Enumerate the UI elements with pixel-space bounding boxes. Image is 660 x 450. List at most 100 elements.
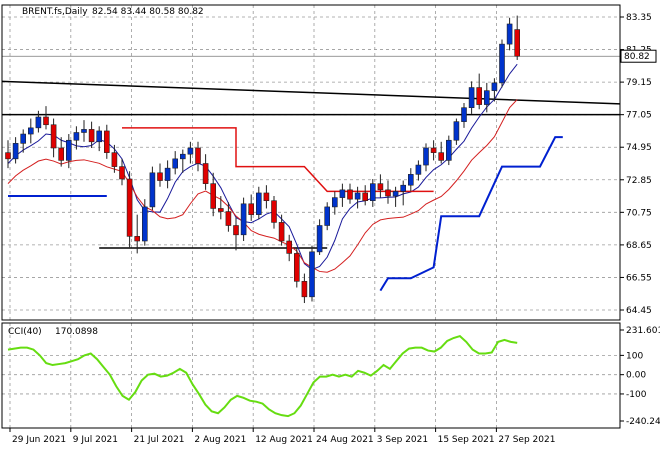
candle-body [430,147,437,153]
candle-body [286,240,293,254]
price-tick-label: 83.35 [626,13,652,23]
candle-body [5,152,11,160]
candle-body [66,139,72,161]
candle-body [43,116,49,126]
cci-label: CCI(40) [8,327,42,337]
candle-body [339,189,346,198]
candle-body [377,183,384,191]
cci-value: 170.0898 [55,327,98,337]
candles [5,15,521,304]
symbol-header: BRENT.fs,Daily [22,7,88,17]
candle-body [240,203,247,236]
candle-body [301,281,308,298]
candle-body [461,107,467,122]
candle-body [324,206,331,226]
candle-body [514,29,521,57]
cci-tick-label: 0.00 [626,371,646,381]
candle-body [142,206,148,242]
candle-body [400,184,407,192]
cci-tick-label: 231.601 [626,326,660,336]
candle-body [12,143,19,160]
candle-body [233,225,239,236]
candle-body [453,121,460,141]
candle-body [172,158,178,169]
date-tick-label: 15 Sep 2021 [438,435,495,445]
candle-body [248,203,254,215]
price-tick-label: 66.55 [626,273,652,283]
candle-body [331,197,338,208]
candle-body [50,124,57,149]
candle-body [180,153,186,160]
cci-line [7,334,518,418]
candle-body [35,116,42,129]
candle-body [491,82,498,91]
candle-body [263,192,270,202]
candle-body [218,208,224,212]
candle-body [392,191,399,197]
date-tick-label: 27 Sep 2021 [498,435,555,445]
date-tick-label: 3 Sep 2021 [377,435,428,445]
candle-body [149,172,156,208]
candle-body [202,163,209,184]
candle-body [104,130,110,153]
candle-body [58,147,65,161]
ma-medium-line [7,99,518,273]
cci-panel [2,334,620,418]
candle-body [27,127,34,135]
candle-body [316,225,323,253]
candle-body [445,139,452,161]
price-tick-label: 64.45 [626,306,652,316]
candle-body [362,192,369,202]
candle-body [119,166,125,180]
candle-body [164,167,171,181]
candle-body [73,132,80,141]
candle-body [134,236,140,242]
candle-body [278,222,285,242]
candle-body [423,147,429,166]
price-tick-label: 79.15 [626,78,652,88]
price-tick-label: 72.85 [626,176,652,186]
price-tick-label: 77.05 [626,111,652,121]
candle-body [225,211,232,226]
candle-body [407,174,414,186]
price-tick-label: 68.65 [626,241,652,251]
price-tick-label: 70.75 [626,208,652,218]
date-tick-label: 9 Jul 2021 [73,435,118,445]
candle-body [415,164,422,175]
ohlc-header: 82.54 83.44 80.58 80.82 [92,7,204,17]
candle-body [271,200,277,223]
candle-body [385,189,391,197]
date-tick-label: 29 Jun 2021 [12,435,66,445]
candle-body [468,87,475,108]
candle-body [255,192,262,215]
candle-body [195,147,201,164]
candle-body [81,129,87,133]
candle-body [347,189,353,200]
date-tick-label: 21 Jul 2021 [134,435,185,445]
cci-panel-frame [1,322,621,429]
cci-tick-label: 100 [626,351,643,361]
candle-body [210,183,216,209]
candle-body [88,129,95,143]
candle-body [483,90,490,105]
axes: 83.3581.2579.1577.0574.9572.8570.7568.65… [1,4,660,445]
candle-body [126,178,133,237]
cci-tick-label: -240.240 [626,417,660,427]
candle-body [499,43,505,84]
candle-body [309,251,315,298]
date-tick-label: 12 Aug 2021 [255,435,313,445]
date-tick-label: 2 Aug 2021 [194,435,246,445]
main-panel-frame [1,4,621,321]
candle-body [187,147,194,155]
candle-body [293,253,300,282]
candle-body [476,87,483,105]
candle-body [20,133,27,144]
ma-short-line [7,63,518,271]
candle-body [157,172,163,181]
candle-body [111,152,118,167]
price-tick-label: 74.95 [626,143,652,153]
candle-body [438,152,445,161]
candle-body [96,130,102,143]
blue-support-line-late [379,136,563,292]
